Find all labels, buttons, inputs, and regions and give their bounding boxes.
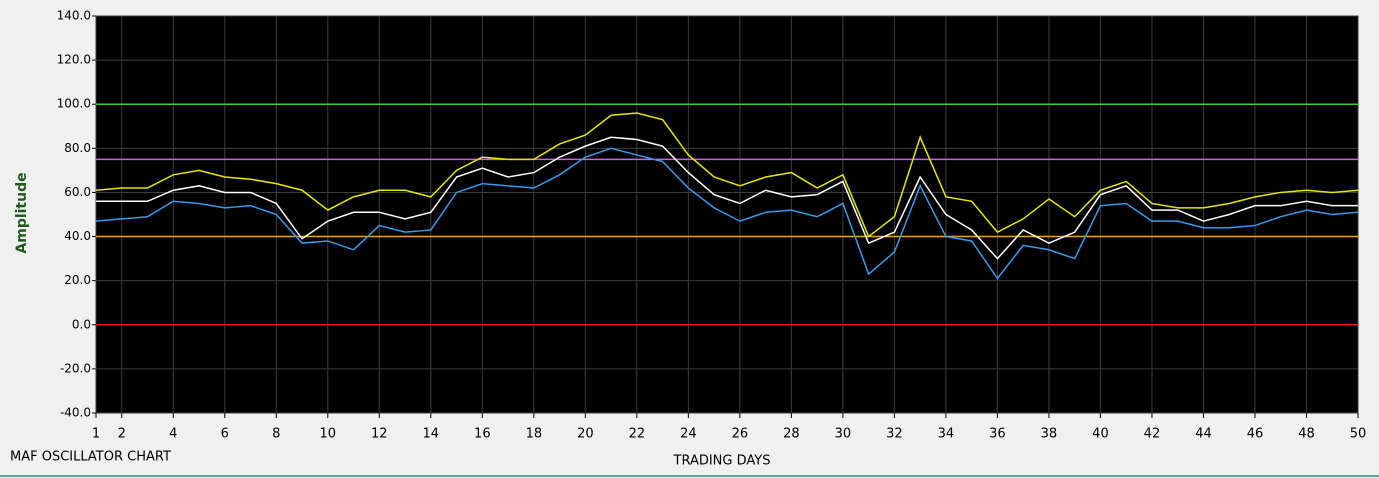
x-tick-label: 50 [1350,427,1367,442]
x-tick-label: 18 [526,427,543,442]
x-tick-label: 14 [423,427,440,442]
x-tick-label: 32 [886,427,903,442]
y-tick-label: 120.0 [57,53,91,67]
x-tick-label: 10 [320,427,337,442]
data-line [95,147,1359,280]
x-tick-label: 34 [938,427,955,442]
x-tick-label: 42 [1144,427,1161,442]
x-tick-label: 28 [783,427,800,442]
y-tick-label: 100.0 [57,97,91,111]
y-tick-label: 40.0 [64,229,91,243]
x-tick-label: 48 [1298,427,1315,442]
x-tick-label: 22 [629,427,646,442]
x-tick-label: 4 [169,427,177,442]
x-tick-label: 2 [118,427,126,442]
x-tick-label: 44 [1195,427,1212,442]
chart-title: MAF OSCILLATOR CHART [10,450,171,465]
y-axis-label: Amplitude [14,172,30,253]
data-line [96,136,1358,260]
x-tick-label: 1 [92,427,100,442]
x-tick-label: 8 [272,427,280,442]
x-tick-label: 20 [577,427,594,442]
y-tick-label: 20.0 [64,273,91,287]
x-tick-label: 16 [474,427,491,442]
y-tick-label: 80.0 [64,141,91,155]
y-tick-label: 60.0 [64,185,91,199]
y-tick-label: -40.0 [60,406,91,420]
data-line [95,112,1359,238]
x-axis-label: TRADING DAYS [673,454,771,469]
x-tick-label: 30 [835,427,852,442]
x-tick-label: 6 [221,427,229,442]
x-tick-label: 38 [1041,427,1058,442]
x-tick-label: 26 [732,427,749,442]
x-tick-label: 46 [1247,427,1264,442]
y-tick-label: -20.0 [60,361,91,375]
x-tick-label: 40 [1092,427,1109,442]
x-tick-label: 36 [989,427,1006,442]
y-tick-label: 140.0 [57,9,91,23]
x-tick-label: 24 [680,427,697,442]
y-tick-label: 0.0 [72,317,91,331]
x-tick-label: 12 [371,427,388,442]
